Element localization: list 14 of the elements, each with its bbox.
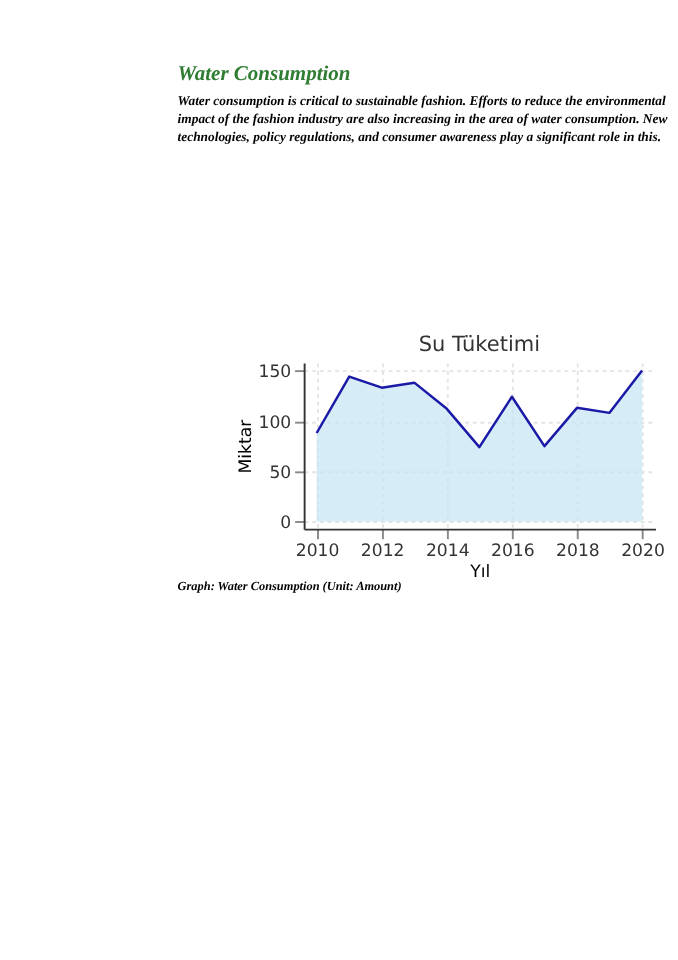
text: Water Consumption	[177, 63, 351, 86]
x-tick-label: 2018	[556, 542, 600, 563]
x-tick-label: 2014	[425, 542, 470, 563]
x-tick-label: 2020	[621, 542, 665, 563]
y-axis-title: Miktar	[236, 418, 257, 474]
chart-title: Su Tüketimi	[418, 333, 541, 358]
x-tick-label: 2016	[491, 542, 535, 563]
x-tick-label: 2012	[360, 542, 405, 563]
y-tick-label: 150	[258, 363, 292, 384]
y-tick-label: 50	[269, 463, 292, 484]
y-tick-label: 0	[280, 514, 292, 535]
y-tick-label: 100	[258, 413, 292, 434]
x-tick-label: 2010	[295, 542, 340, 563]
x-axis-title: Yıl	[468, 563, 491, 584]
